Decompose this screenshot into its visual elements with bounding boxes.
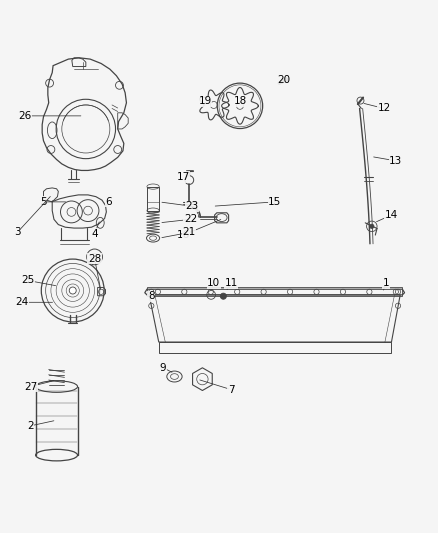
Circle shape (69, 287, 76, 294)
Text: 17: 17 (177, 172, 190, 182)
Text: 22: 22 (184, 214, 197, 224)
Text: 19: 19 (198, 96, 212, 107)
Text: 7: 7 (228, 385, 234, 394)
Circle shape (370, 224, 374, 229)
Text: 13: 13 (389, 156, 403, 166)
Text: 5: 5 (40, 197, 47, 207)
Bar (147, 187, 159, 211)
Text: 11: 11 (225, 278, 238, 288)
Text: 16: 16 (177, 230, 190, 240)
Text: 27: 27 (24, 382, 37, 392)
Text: 24: 24 (15, 297, 28, 308)
Text: 9: 9 (160, 363, 166, 373)
Text: 6: 6 (106, 197, 112, 207)
Text: 1: 1 (382, 278, 389, 288)
Text: 21: 21 (183, 228, 196, 237)
Circle shape (220, 293, 226, 299)
Text: 4: 4 (91, 229, 98, 239)
Text: 18: 18 (233, 96, 247, 107)
Text: 23: 23 (185, 201, 198, 211)
Text: 12: 12 (378, 103, 391, 114)
Text: 2: 2 (27, 421, 34, 431)
Text: 10: 10 (207, 278, 220, 288)
Text: 3: 3 (14, 228, 21, 237)
Text: 8: 8 (148, 291, 155, 301)
Text: 14: 14 (385, 210, 398, 220)
Text: 15: 15 (268, 197, 282, 207)
Text: 28: 28 (88, 254, 101, 264)
Text: 20: 20 (277, 75, 290, 85)
Text: 25: 25 (21, 276, 35, 286)
Text: 26: 26 (18, 111, 32, 121)
